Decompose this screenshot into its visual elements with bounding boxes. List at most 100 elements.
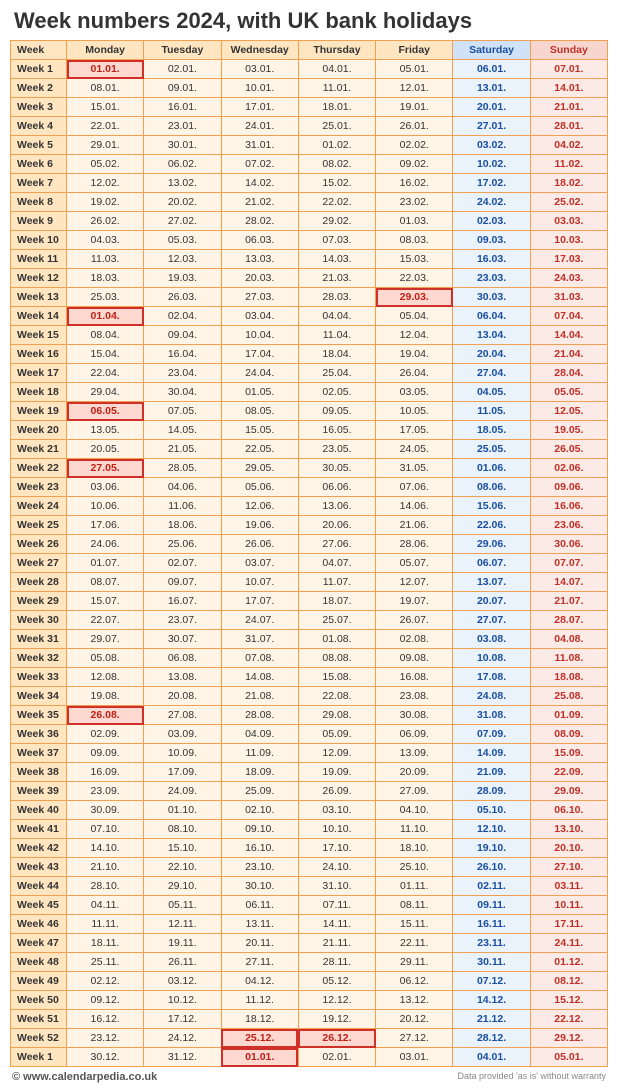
day-cell: 09.08. [376,649,453,668]
day-cell: 20.06. [298,516,375,535]
day-cell: 06.07. [453,554,530,573]
day-cell: 17.04. [221,345,298,364]
week-label: Week 19 [11,402,67,421]
week-label: Week 4 [11,117,67,136]
day-cell: 09.05. [298,402,375,421]
week-label: Week 41 [11,820,67,839]
day-cell: 13.12. [376,991,453,1010]
day-cell: 01.01. [221,1048,298,1067]
day-cell: 10.10. [298,820,375,839]
day-cell: 17.07. [221,592,298,611]
day-cell: 11.09. [221,744,298,763]
day-cell: 26.02. [67,212,144,231]
day-cell: 30.01. [144,136,221,155]
day-cell: 28.03. [298,288,375,307]
day-cell: 23.12. [67,1029,144,1048]
day-cell: 16.02. [376,174,453,193]
week-label: Week 39 [11,782,67,801]
day-cell: 30.06. [530,535,607,554]
table-row: Week 3816.09.17.09.18.09.19.09.20.09.21.… [11,763,608,782]
day-cell: 16.06. [530,497,607,516]
day-cell: 11.11. [67,915,144,934]
day-cell: 27.01. [453,117,530,136]
day-cell: 07.12. [453,972,530,991]
day-cell: 24.12. [144,1029,221,1048]
day-cell: 19.08. [67,687,144,706]
day-cell: 19.05. [530,421,607,440]
day-cell: 14.03. [298,250,375,269]
day-cell: 24.02. [453,193,530,212]
day-cell: 17.10. [298,839,375,858]
day-cell: 07.04. [530,307,607,326]
day-cell: 09.07. [144,573,221,592]
day-cell: 21.07. [530,592,607,611]
day-cell: 12.11. [144,915,221,934]
table-row: Week 3923.09.24.09.25.09.26.09.27.09.28.… [11,782,608,801]
week-label: Week 25 [11,516,67,535]
day-cell: 14.01. [530,79,607,98]
day-cell: 07.11. [298,896,375,915]
day-cell: 04.11. [67,896,144,915]
day-cell: 17.11. [530,915,607,934]
table-row: Week 4611.11.12.11.13.11.14.11.15.11.16.… [11,915,608,934]
day-cell: 21.01. [530,98,607,117]
week-label: Week 40 [11,801,67,820]
day-cell: 04.02. [530,136,607,155]
day-cell: 08.08. [298,649,375,668]
day-cell: 26.04. [376,364,453,383]
week-label: Week 1 [11,1048,67,1067]
day-cell: 04.04. [298,307,375,326]
day-cell: 01.10. [144,801,221,820]
day-cell: 12.12. [298,991,375,1010]
day-cell: 12.08. [67,668,144,687]
table-row: Week 4214.10.15.10.16.10.17.10.18.10.19.… [11,839,608,858]
day-cell: 12.02. [67,174,144,193]
day-cell: 10.03. [530,231,607,250]
day-cell: 16.11. [453,915,530,934]
day-cell: 18.07. [298,592,375,611]
day-cell: 05.08. [67,649,144,668]
day-cell: 13.09. [376,744,453,763]
day-cell: 29.09. [530,782,607,801]
day-cell: 25.06. [144,535,221,554]
day-cell: 01.01. [67,60,144,79]
table-row: Week 2013.05.14.05.15.05.16.05.17.05.18.… [11,421,608,440]
day-cell: 03.01. [376,1048,453,1067]
day-cell: 24.03. [530,269,607,288]
day-cell: 03.02. [453,136,530,155]
day-cell: 04.08. [530,630,607,649]
day-cell: 02.11. [453,877,530,896]
day-cell: 29.04. [67,383,144,402]
day-cell: 24.09. [144,782,221,801]
col-header-friday: Friday [376,41,453,60]
table-row: Week 1906.05.07.05.08.05.09.05.10.05.11.… [11,402,608,421]
day-cell: 09.09. [67,744,144,763]
day-cell: 16.09. [67,763,144,782]
day-cell: 14.10. [67,839,144,858]
day-cell: 25.12. [221,1029,298,1048]
day-cell: 20.05. [67,440,144,459]
day-cell: 02.04. [144,307,221,326]
day-cell: 01.07. [67,554,144,573]
week-label: Week 51 [11,1010,67,1029]
day-cell: 19.12. [298,1010,375,1029]
day-cell: 22.11. [376,934,453,953]
day-cell: 14.07. [530,573,607,592]
day-cell: 18.12. [221,1010,298,1029]
day-cell: 01.03. [376,212,453,231]
day-cell: 03.01. [221,60,298,79]
day-cell: 21.03. [298,269,375,288]
week-label: Week 29 [11,592,67,611]
day-cell: 24.04. [221,364,298,383]
col-header-week: Week [11,41,67,60]
table-row: Week 5009.12.10.12.11.12.12.12.13.12.14.… [11,991,608,1010]
day-cell: 29.06. [453,535,530,554]
day-cell: 11.03. [67,250,144,269]
day-cell: 15.01. [67,98,144,117]
day-cell: 15.03. [376,250,453,269]
day-cell: 08.10. [144,820,221,839]
day-cell: 12.10. [453,820,530,839]
day-cell: 03.03. [530,212,607,231]
day-cell: 27.07. [453,611,530,630]
day-cell: 09.11. [453,896,530,915]
